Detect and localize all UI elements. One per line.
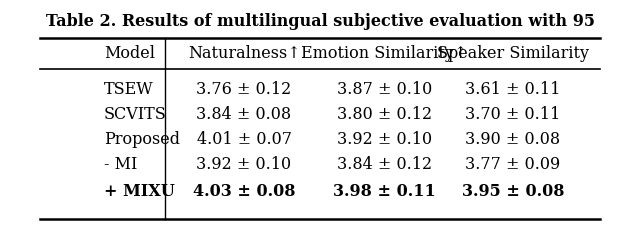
Text: Naturalness↑: Naturalness↑ <box>188 45 300 62</box>
Text: 4.03 ± 0.08: 4.03 ± 0.08 <box>193 183 295 200</box>
Text: 3.80 ± 0.12: 3.80 ± 0.12 <box>337 106 432 123</box>
Text: 3.84 ± 0.12: 3.84 ± 0.12 <box>337 156 432 173</box>
Text: Speaker Similarity: Speaker Similarity <box>436 45 589 62</box>
Text: 3.90 ± 0.08: 3.90 ± 0.08 <box>465 131 561 148</box>
Text: 3.84 ± 0.08: 3.84 ± 0.08 <box>196 106 292 123</box>
Text: + MIXU: + MIXU <box>104 183 175 200</box>
Text: SCVITS: SCVITS <box>104 106 166 123</box>
Text: 3.95 ± 0.08: 3.95 ± 0.08 <box>461 183 564 200</box>
Text: - MI: - MI <box>104 156 137 173</box>
Text: Table 2. Results of multilingual subjective evaluation with 95: Table 2. Results of multilingual subject… <box>45 13 595 30</box>
Text: 3.87 ± 0.10: 3.87 ± 0.10 <box>337 81 432 98</box>
Text: 3.98 ± 0.11: 3.98 ± 0.11 <box>333 183 436 200</box>
Text: Emotion Similarity↑: Emotion Similarity↑ <box>301 45 467 62</box>
Text: 3.92 ± 0.10: 3.92 ± 0.10 <box>196 156 292 173</box>
Text: 3.77 ± 0.09: 3.77 ± 0.09 <box>465 156 561 173</box>
Text: TSEW: TSEW <box>104 81 154 98</box>
Text: Model: Model <box>104 45 155 62</box>
Text: 3.76 ± 0.12: 3.76 ± 0.12 <box>196 81 292 98</box>
Text: Proposed: Proposed <box>104 131 180 148</box>
Text: 3.61 ± 0.11: 3.61 ± 0.11 <box>465 81 561 98</box>
Text: 3.92 ± 0.10: 3.92 ± 0.10 <box>337 131 432 148</box>
Text: 4.01 ± 0.07: 4.01 ± 0.07 <box>196 131 292 148</box>
Text: 3.70 ± 0.11: 3.70 ± 0.11 <box>465 106 561 123</box>
